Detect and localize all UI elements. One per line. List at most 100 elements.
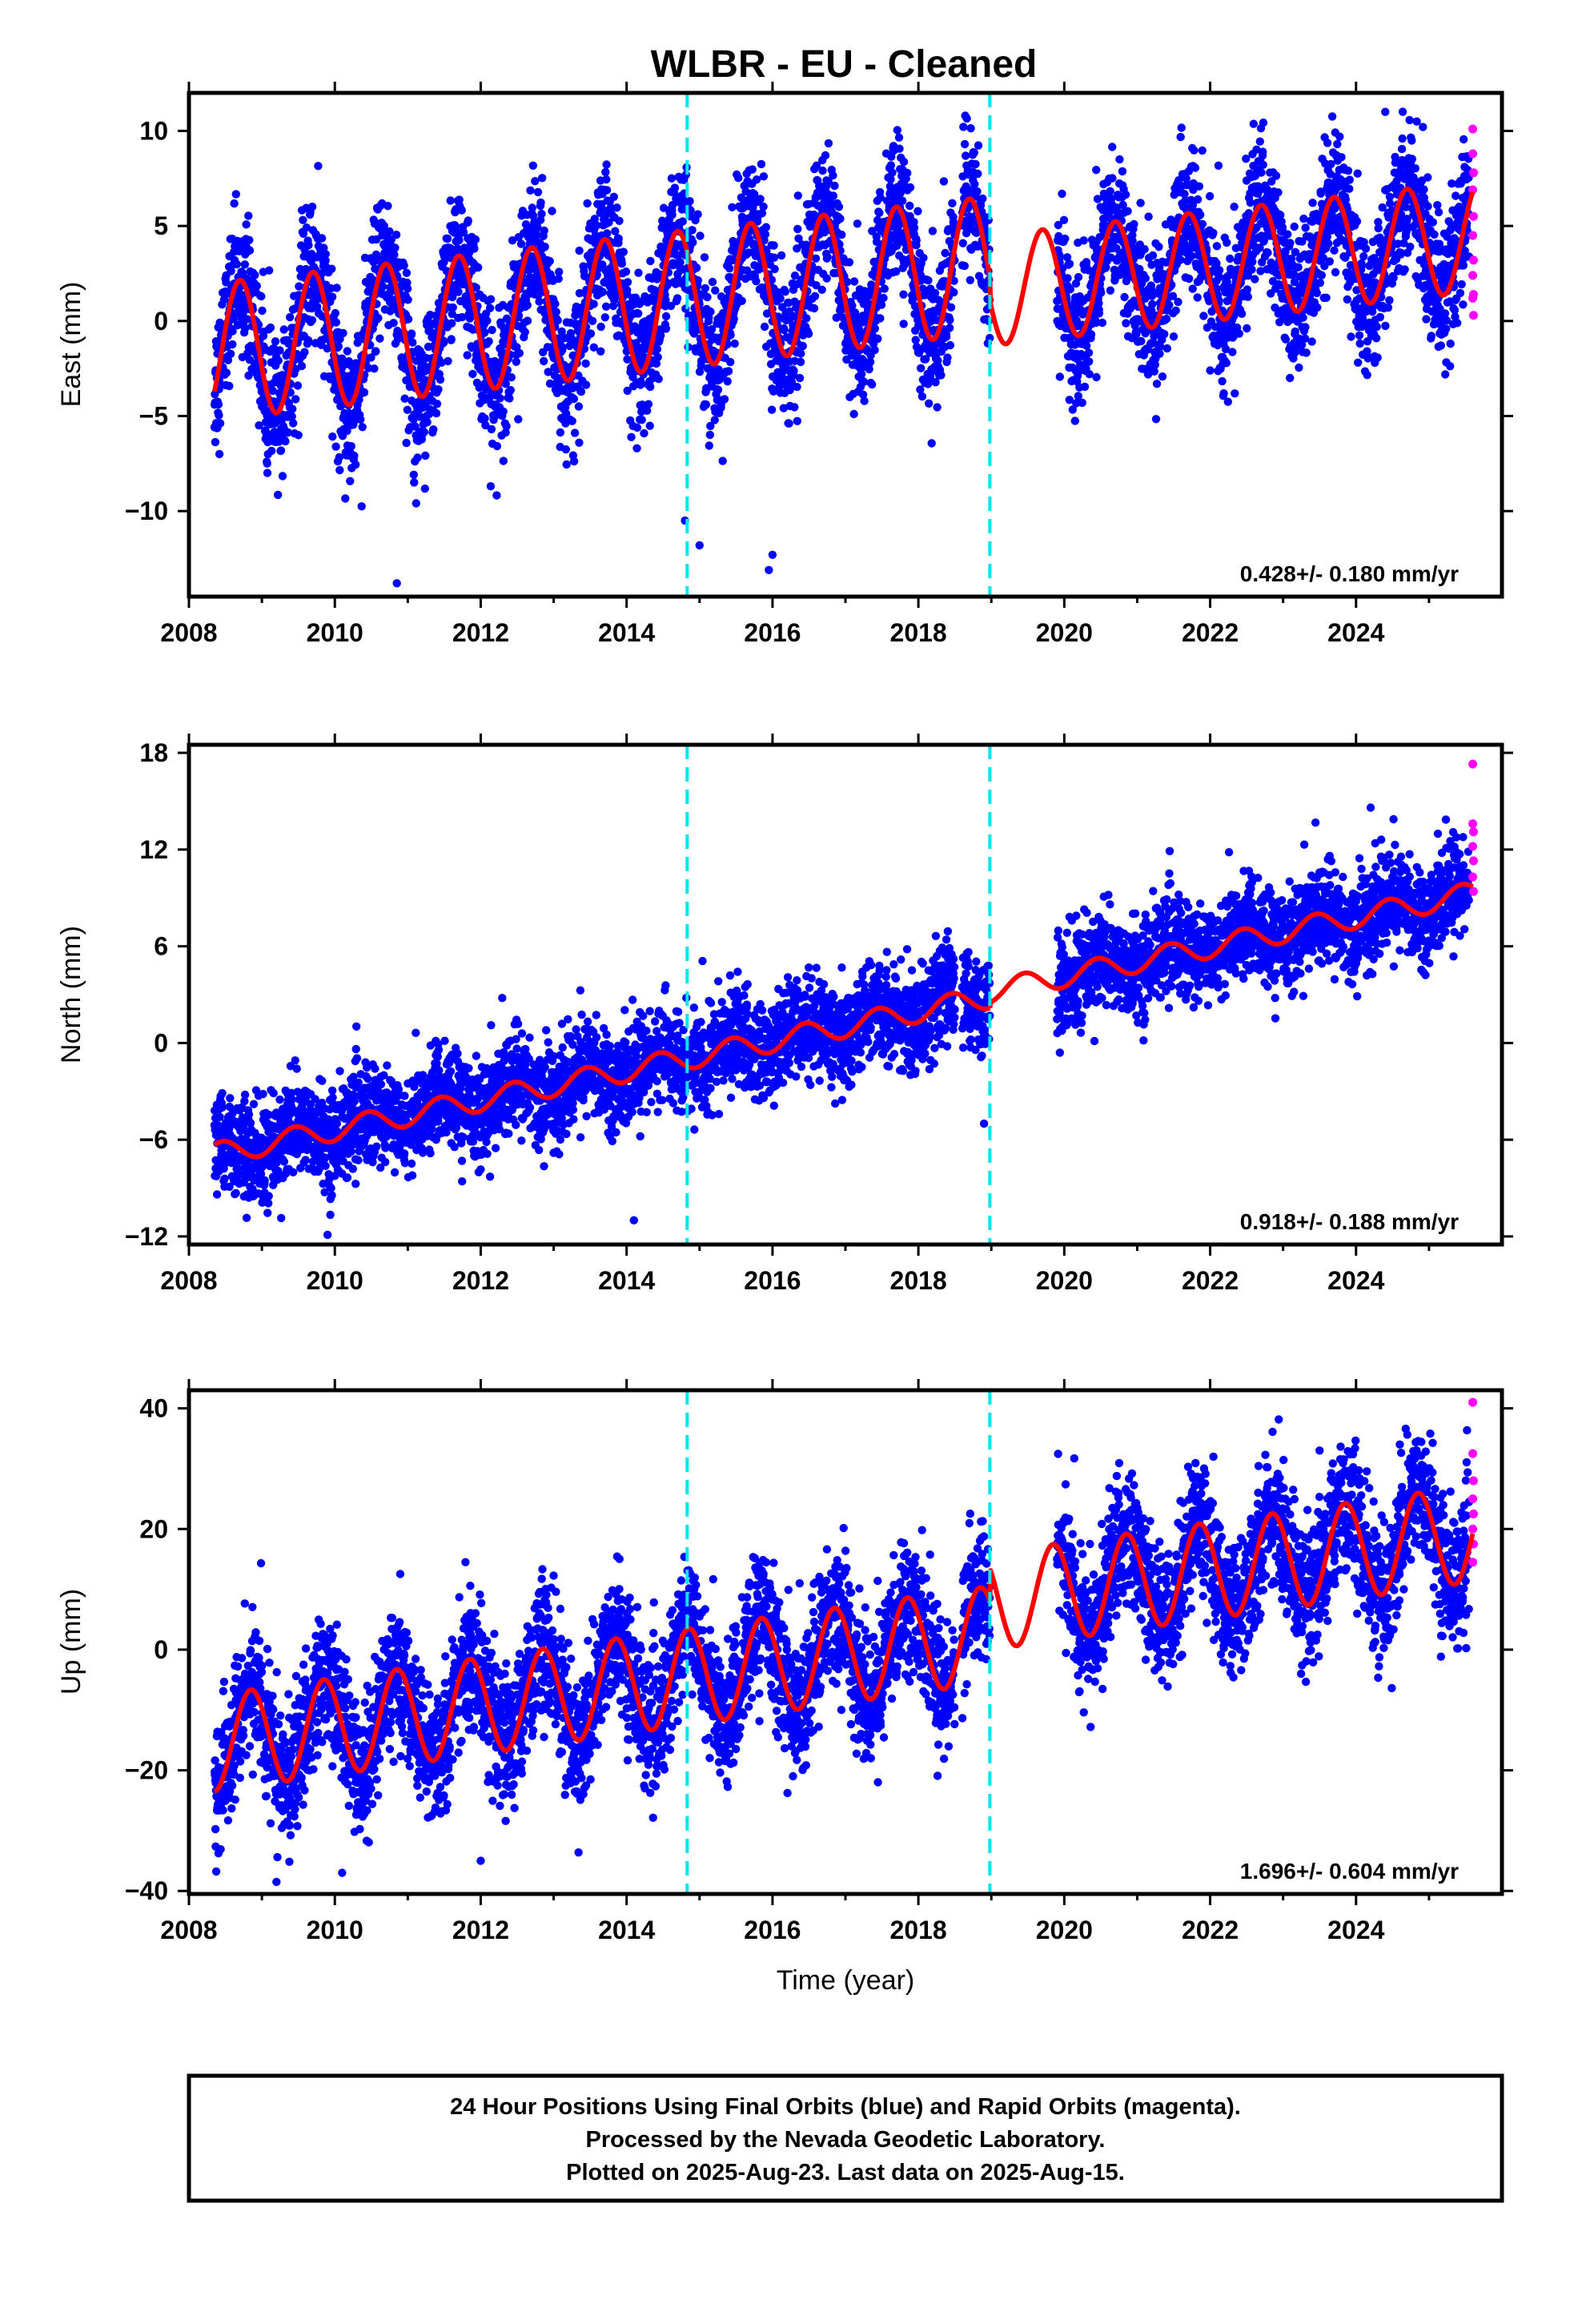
data-point — [245, 246, 255, 255]
data-point — [375, 334, 384, 343]
data-point — [927, 439, 936, 448]
data-point — [335, 465, 344, 475]
data-point — [558, 343, 567, 352]
data-point — [700, 253, 709, 262]
data-point — [928, 227, 938, 235]
data-point — [636, 377, 645, 386]
data-point — [602, 160, 611, 169]
data-point — [777, 251, 786, 260]
data-point — [1115, 155, 1124, 164]
data-point — [971, 159, 980, 169]
data-point — [946, 316, 954, 324]
data-point — [575, 246, 584, 255]
data-point — [627, 432, 636, 441]
data-point — [403, 284, 412, 293]
data-point — [1315, 279, 1325, 287]
data-point — [228, 340, 237, 349]
data-point — [1206, 366, 1215, 375]
data-point — [1375, 312, 1385, 322]
data-point — [941, 248, 950, 258]
data-point — [865, 364, 873, 374]
data-point — [526, 186, 535, 195]
data-point — [1190, 146, 1199, 155]
data-point — [734, 174, 743, 183]
data-point — [589, 300, 598, 308]
data-point — [307, 316, 317, 324]
data-point — [551, 300, 560, 308]
data-point — [893, 126, 902, 135]
data-point — [537, 209, 546, 219]
data-point — [1302, 348, 1311, 357]
data-point — [465, 314, 475, 323]
data-point — [1084, 348, 1094, 357]
data-point — [1372, 322, 1381, 332]
data-point — [875, 208, 884, 217]
data-point — [334, 342, 343, 351]
data-point — [515, 348, 524, 358]
data-point — [596, 347, 605, 356]
data-point — [554, 274, 563, 283]
data-point — [796, 357, 805, 367]
data-point — [1148, 251, 1158, 260]
data-point — [1198, 219, 1207, 228]
data-point — [793, 382, 801, 392]
data-point — [222, 278, 231, 287]
data-point — [1141, 274, 1150, 283]
data-point — [404, 315, 413, 324]
data-point — [609, 192, 618, 201]
data-point — [667, 174, 677, 183]
data-point — [1106, 286, 1115, 295]
data-point — [1335, 132, 1344, 141]
data-point — [925, 399, 934, 408]
data-point — [574, 402, 584, 411]
data-point — [535, 297, 544, 306]
data-point — [1123, 207, 1132, 215]
data-point — [1353, 169, 1362, 178]
data-point — [1331, 267, 1340, 277]
data-point — [523, 316, 532, 325]
data-point — [724, 367, 733, 376]
data-point — [1327, 112, 1337, 121]
data-point — [705, 441, 713, 450]
data-point — [602, 186, 612, 195]
data-point — [393, 335, 403, 344]
data-point — [1144, 212, 1153, 221]
data-point — [895, 144, 904, 153]
data-point — [1176, 132, 1185, 142]
data-point — [459, 228, 468, 237]
data-point — [602, 175, 611, 184]
data-point — [1218, 376, 1227, 386]
data-point — [668, 211, 677, 219]
data-point — [295, 282, 303, 291]
data-point — [544, 368, 552, 376]
data-point — [1058, 189, 1066, 199]
data-point — [643, 406, 652, 415]
data-point — [822, 274, 831, 283]
data-point — [623, 286, 632, 295]
data-point — [1169, 332, 1178, 341]
data-point — [448, 319, 456, 328]
data-point — [1307, 337, 1316, 346]
data-point — [429, 425, 438, 434]
data-point — [520, 328, 529, 336]
data-point — [1299, 313, 1307, 322]
data-point — [420, 428, 428, 436]
data-point — [359, 388, 369, 397]
data-point — [640, 428, 648, 438]
data-point — [1247, 265, 1256, 274]
data-point — [1259, 119, 1268, 127]
data-point — [756, 195, 765, 203]
data-point — [474, 263, 483, 272]
data-point — [596, 322, 605, 332]
data-point — [943, 353, 952, 362]
data-point — [710, 416, 719, 424]
data-point — [331, 308, 339, 318]
data-point — [402, 438, 411, 448]
data-point — [634, 309, 643, 318]
data-point — [471, 235, 480, 244]
data-point — [283, 428, 293, 437]
data-point — [689, 238, 697, 247]
data-point — [917, 392, 927, 401]
data-point — [1313, 303, 1322, 312]
data-point — [1080, 382, 1090, 392]
